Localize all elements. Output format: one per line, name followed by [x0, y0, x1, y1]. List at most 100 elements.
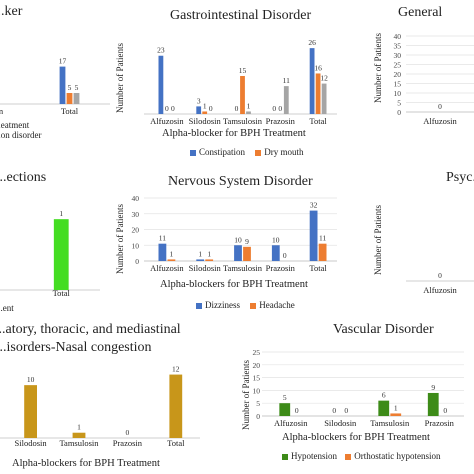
x-tick-label: Prazosin [266, 116, 296, 126]
data-label: 6 [382, 391, 386, 400]
data-label: 0 [438, 102, 442, 111]
chart-title-5: Psyc... [446, 170, 474, 185]
y-tick-label: 20 [253, 361, 261, 370]
bar [309, 48, 315, 115]
chart-title-3: ...ections [0, 170, 47, 185]
plot-area-0: 500Prazosin1755Total [0, 57, 110, 116]
data-label: 1 [170, 249, 174, 258]
bar [243, 246, 251, 261]
bar [66, 93, 73, 104]
y-axis-label-1: Number of Patients [115, 43, 125, 113]
plot-area-6: 1Alfuzosin10Silodosin1Tamsulosin0Prazosi… [0, 365, 200, 448]
bar [59, 66, 66, 104]
y-tick-label: 15 [253, 374, 261, 383]
data-label: 11 [283, 76, 290, 85]
x-tick-label: Tamsulosin [59, 438, 99, 448]
x-tick-label: Tamsulosin [223, 116, 263, 126]
x-tick-label: Alfuzosin [150, 263, 184, 273]
bar [240, 76, 245, 114]
data-label: 5 [68, 83, 72, 92]
x-axis-label-4: Alpha-blockers for BPH Treatment [160, 279, 308, 290]
bar [53, 219, 69, 290]
data-label: 0 [332, 406, 336, 415]
y-tick-label: 10 [132, 241, 140, 250]
legend-7: Hypotension Orthostatic hypotension [282, 451, 441, 461]
data-label: 0 [438, 271, 442, 280]
data-label: 1 [394, 403, 398, 412]
y-tick-label: 40 [132, 194, 140, 203]
bar [73, 93, 80, 104]
plot-area-2: 05101520253035400Alfuzosin9Silo... [394, 32, 474, 126]
x-tick-label: Prazosin [425, 418, 455, 428]
x-axis-label-6: Alpha-blockers for BPH Treatment [12, 458, 160, 469]
data-label: 5 [75, 83, 79, 92]
y-tick-label: 30 [394, 51, 402, 60]
legend-4: Dizziness Headache [196, 300, 295, 310]
bar [246, 111, 251, 114]
data-label: 1 [77, 423, 81, 432]
data-label: 0 [165, 104, 169, 113]
y-tick-label: 35 [394, 42, 402, 51]
x-tick-label: Alfuzosin [423, 116, 457, 126]
x-axis-label-0b: ...on disorder [0, 130, 42, 140]
bar [196, 106, 202, 114]
x-tick-label: Tamsulosin [370, 418, 410, 428]
chart-panel-7: Vascular Disorder 0 5 10 15 20 25 5 0 Alfuzosin 0… [238, 318, 474, 474]
chart-title-4: Nervous System Disorder [168, 174, 313, 189]
bar [378, 400, 390, 416]
y-tick-label: 0 [397, 108, 401, 117]
bars-2: 05101520253035400Alfuzosin9Silo... [394, 32, 474, 126]
bar [321, 83, 327, 114]
x-tick-label: Total [53, 288, 71, 298]
x-axis-label-3: ...ent [0, 303, 14, 313]
plot-area-3: 0Prazosin1Total [0, 209, 100, 298]
y-tick-label: 0 [256, 412, 260, 421]
data-label: 0 [235, 104, 239, 113]
x-tick-label: Silodosin [189, 116, 222, 126]
bar [196, 259, 205, 261]
bars-5: 0Alfuzosin0Si... [406, 271, 474, 295]
y-axis-label-5: Number of Patients [373, 205, 383, 275]
data-label: 10 [234, 235, 242, 244]
legend-item-constipation: Constipation [190, 147, 245, 157]
x-tick-label: Silodosin [15, 438, 48, 448]
chart-title-1: Gastrointestinal Disorder [170, 8, 312, 23]
chart-panel-3: ...ections 0Prazosin1Total ...ent [0, 165, 110, 315]
y-tick-label: 0 [135, 257, 139, 266]
data-label: 12 [172, 365, 180, 374]
x-axis-label-0: ...eatment [0, 120, 30, 130]
data-label: 0 [443, 406, 447, 415]
bar [72, 432, 86, 438]
y-tick-label: 5 [397, 99, 401, 108]
bar [169, 374, 183, 438]
chart-panel-0: ...ker 500Prazosin1755Total ...eatment .… [0, 0, 128, 160]
chart-title-2: General [398, 5, 443, 20]
data-label: 10 [27, 375, 35, 384]
data-label: 3 [197, 96, 201, 105]
data-label: 1 [203, 101, 207, 110]
y-tick-label: 10 [253, 386, 261, 395]
bars-6: 1Alfuzosin10Silodosin1Tamsulosin0Prazosi… [0, 365, 200, 448]
bar [24, 385, 37, 438]
data-label: 5 [283, 393, 287, 402]
data-label: 11 [159, 234, 166, 243]
chart-title-7: Vascular Disorder [333, 322, 434, 337]
x-tick-label: Prazosin [0, 106, 4, 116]
data-label: 0 [209, 104, 213, 113]
bar [271, 245, 280, 261]
y-tick-label: 25 [394, 61, 402, 70]
chart-panel-4: Nervous System Disorder 0 10 20 30 40 11 1 Alfu… [112, 165, 352, 315]
bar [205, 259, 214, 261]
data-label: 0 [283, 251, 287, 260]
chart-panel-1: Gastrointestinal Disorder 23 0 0 Alfuzosin 3… [112, 0, 352, 165]
y-tick-label: 20 [394, 70, 402, 79]
data-label: 0 [272, 104, 276, 113]
chart-panel-2: General 05101520253035400Alfuzosin9Silo.… [370, 0, 474, 160]
x-tick-label: Total [309, 116, 327, 126]
bar [167, 259, 176, 261]
